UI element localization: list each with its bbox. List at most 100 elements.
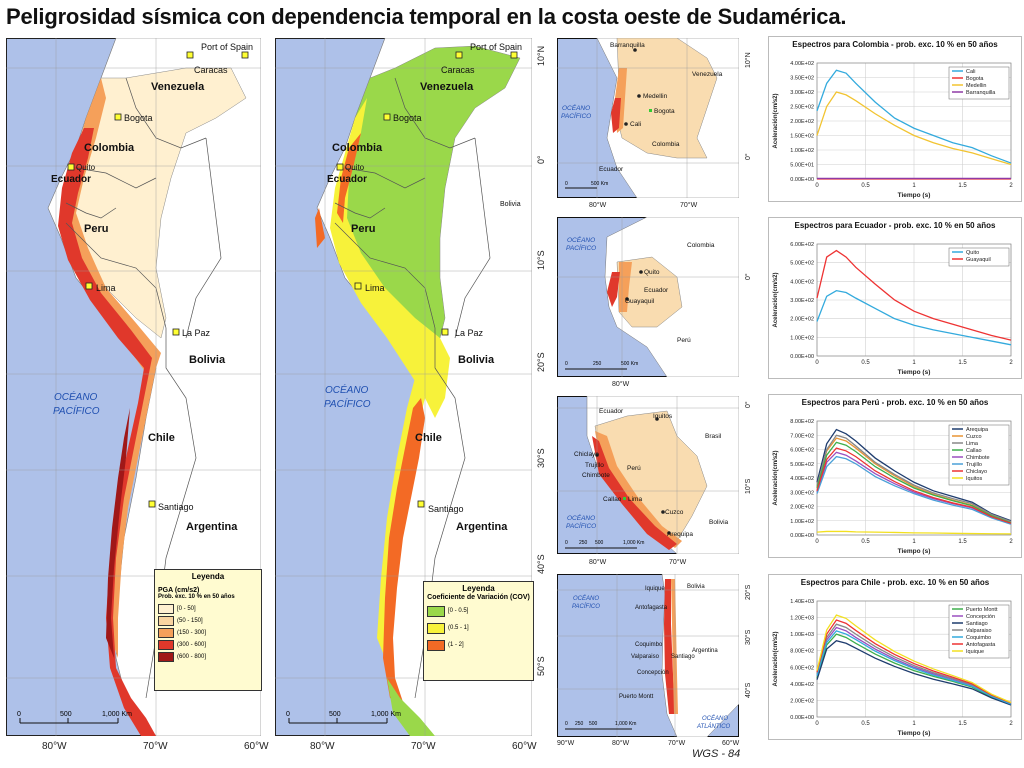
x-tick-label: 1.5 xyxy=(958,360,967,366)
y-tick-label: 0.00E+00 xyxy=(790,177,814,183)
legend-item: (600 - 800] xyxy=(158,652,258,662)
svg-text:250: 250 xyxy=(575,721,584,727)
lat-label: 0° xyxy=(536,155,546,164)
svg-text:Callao: Callao xyxy=(603,496,622,503)
legend-entry: Trujillo xyxy=(966,462,982,468)
quito-marker xyxy=(67,163,75,171)
svg-text:Chimbote: Chimbote xyxy=(582,472,610,479)
svg-text:PACÍFICO: PACÍFICO xyxy=(561,111,591,120)
inset-lon: 80°W xyxy=(612,381,630,388)
legend-entry: Lima xyxy=(966,441,979,447)
series-line xyxy=(816,437,1012,523)
legend-entry: Barranquilla xyxy=(966,90,996,96)
plot-area xyxy=(816,420,1012,536)
x-axis-label: Tiempo (s) xyxy=(898,548,931,555)
series-line xyxy=(816,447,1012,524)
svg-text:500: 500 xyxy=(589,721,598,727)
series-line xyxy=(816,428,1012,522)
legend-entry: Cuzco xyxy=(966,434,982,440)
series-line xyxy=(816,630,1012,705)
y-tick-label: 2.00E+02 xyxy=(790,698,814,704)
legend-label: [0 - 50] xyxy=(177,605,196,612)
legend-entry: Chiclayo xyxy=(966,469,987,475)
inset-lon: 70°W xyxy=(668,740,686,747)
label-pacifico: PACÍFICO xyxy=(53,404,100,417)
chart-legend xyxy=(948,604,1010,659)
inset-lat-label: 20°S xyxy=(745,584,752,600)
inset-lon: 80°W xyxy=(589,559,607,566)
x-axis-label: Tiempo (s) xyxy=(898,369,931,376)
bogota-marker xyxy=(114,113,122,121)
lon-label: 70°W xyxy=(143,741,168,752)
svg-text:Lima: Lima xyxy=(628,496,642,503)
chart-title: Espectros para Ecuador - prob. exc. 10 %… xyxy=(794,221,996,230)
svg-text:Ecuador: Ecuador xyxy=(599,408,624,415)
legend-title: Leyenda xyxy=(191,572,225,581)
lat-label: 20°S xyxy=(536,352,546,372)
x-tick-label: 1.5 xyxy=(958,539,967,545)
svg-text:Venezuela: Venezuela xyxy=(692,71,723,78)
y-tick-label: 2.00E+02 xyxy=(790,119,814,125)
y-tick-label: 3.50E+02 xyxy=(790,76,814,82)
chart-title: Espectros para Chile - prob. exc. 10 % e… xyxy=(800,578,990,587)
svg-text:500 Km: 500 Km xyxy=(621,361,638,367)
legend-entry: Chimbote xyxy=(966,455,990,461)
svg-text:PACÍFICO: PACÍFICO xyxy=(566,521,596,530)
x-tick-label: 0 xyxy=(815,539,819,545)
series-line xyxy=(816,441,1012,524)
svg-text:Perú: Perú xyxy=(627,465,641,472)
svg-text:Trujillo: Trujillo xyxy=(585,462,604,469)
y-tick-label: 1.00E+02 xyxy=(790,519,814,525)
series-line xyxy=(816,530,1012,535)
legend-entry: Iquitos xyxy=(966,476,982,482)
series-line xyxy=(816,614,1012,704)
label-venezuela: Venezuela xyxy=(151,81,205,93)
hazard-band-300 xyxy=(58,128,156,736)
label-santiago: Santiago xyxy=(158,502,194,512)
legend-entry: Arequipa xyxy=(966,427,989,433)
series-line xyxy=(816,455,1012,525)
santiago-marker xyxy=(148,500,156,508)
inset-lon: 80°W xyxy=(589,202,607,209)
svg-text:Medellin: Medellin xyxy=(643,93,668,100)
svg-text:Ecuador: Ecuador xyxy=(644,287,669,294)
cov-legend-item: [0 - 0.5] xyxy=(427,606,530,617)
inset-ecuador: OCÉANO PACÍFICO Colombia Quito Ecuador G… xyxy=(557,217,739,377)
y-tick-label: 5.00E+01 xyxy=(790,163,814,169)
svg-text:Valparaiso: Valparaiso xyxy=(631,654,660,660)
legend-label: (150 - 300] xyxy=(177,629,207,636)
y-tick-label: 3.00E+02 xyxy=(790,490,814,496)
legend-swatch xyxy=(158,616,174,626)
inset-peru: Ecuador Iquitos Brasil Chiclayo Trujillo… xyxy=(557,396,739,554)
y-tick-label: 3.00E+02 xyxy=(790,298,814,304)
chart-legend xyxy=(948,424,1010,486)
label-colombia: Colombia xyxy=(84,142,135,154)
chart-colombia: Espectros para Colombia - prob. exc. 10 … xyxy=(768,36,1022,202)
y-tick-label: 4.00E+02 xyxy=(790,476,814,482)
lat-label: 10°S xyxy=(536,250,546,270)
svg-text:Guayaquil: Guayaquil xyxy=(625,298,655,305)
y-tick-label: 8.00E+02 xyxy=(790,419,814,425)
y-tick-label: 0.00E+00 xyxy=(790,533,814,539)
label-lima: Lima xyxy=(96,283,116,293)
svg-text:Colombia: Colombia xyxy=(687,242,715,249)
legend-entry: Medellin xyxy=(966,83,986,89)
lat-label: 40°S xyxy=(536,554,546,574)
x-tick-label: 1.5 xyxy=(958,183,967,189)
label-bogota-2: Bogota xyxy=(393,113,422,123)
scale-bar-1: 0 500 1,000 Km xyxy=(17,711,132,724)
inset-lat-label: 0° xyxy=(745,401,752,408)
cov-legend-title: Leyenda xyxy=(462,584,495,593)
lon-label: 70°W xyxy=(411,741,436,752)
svg-text:1,000 Km: 1,000 Km xyxy=(102,711,132,718)
svg-text:PACÍFICO: PACÍFICO xyxy=(572,603,600,610)
inset-lat-label: 0° xyxy=(745,273,752,280)
svg-text:Iquitos: Iquitos xyxy=(653,413,673,420)
y-tick-label: 6.00E+02 xyxy=(790,448,814,454)
cov-map: Port of Spain Caracas Venezuela Bogota C… xyxy=(275,38,534,736)
label-peru: Peru xyxy=(84,223,108,235)
y-tick-label: 5.00E+02 xyxy=(790,261,814,267)
svg-text:1,000 Km: 1,000 Km xyxy=(371,711,401,718)
x-tick-label: 2 xyxy=(1009,360,1013,366)
svg-text:Bolivia: Bolivia xyxy=(709,519,729,526)
